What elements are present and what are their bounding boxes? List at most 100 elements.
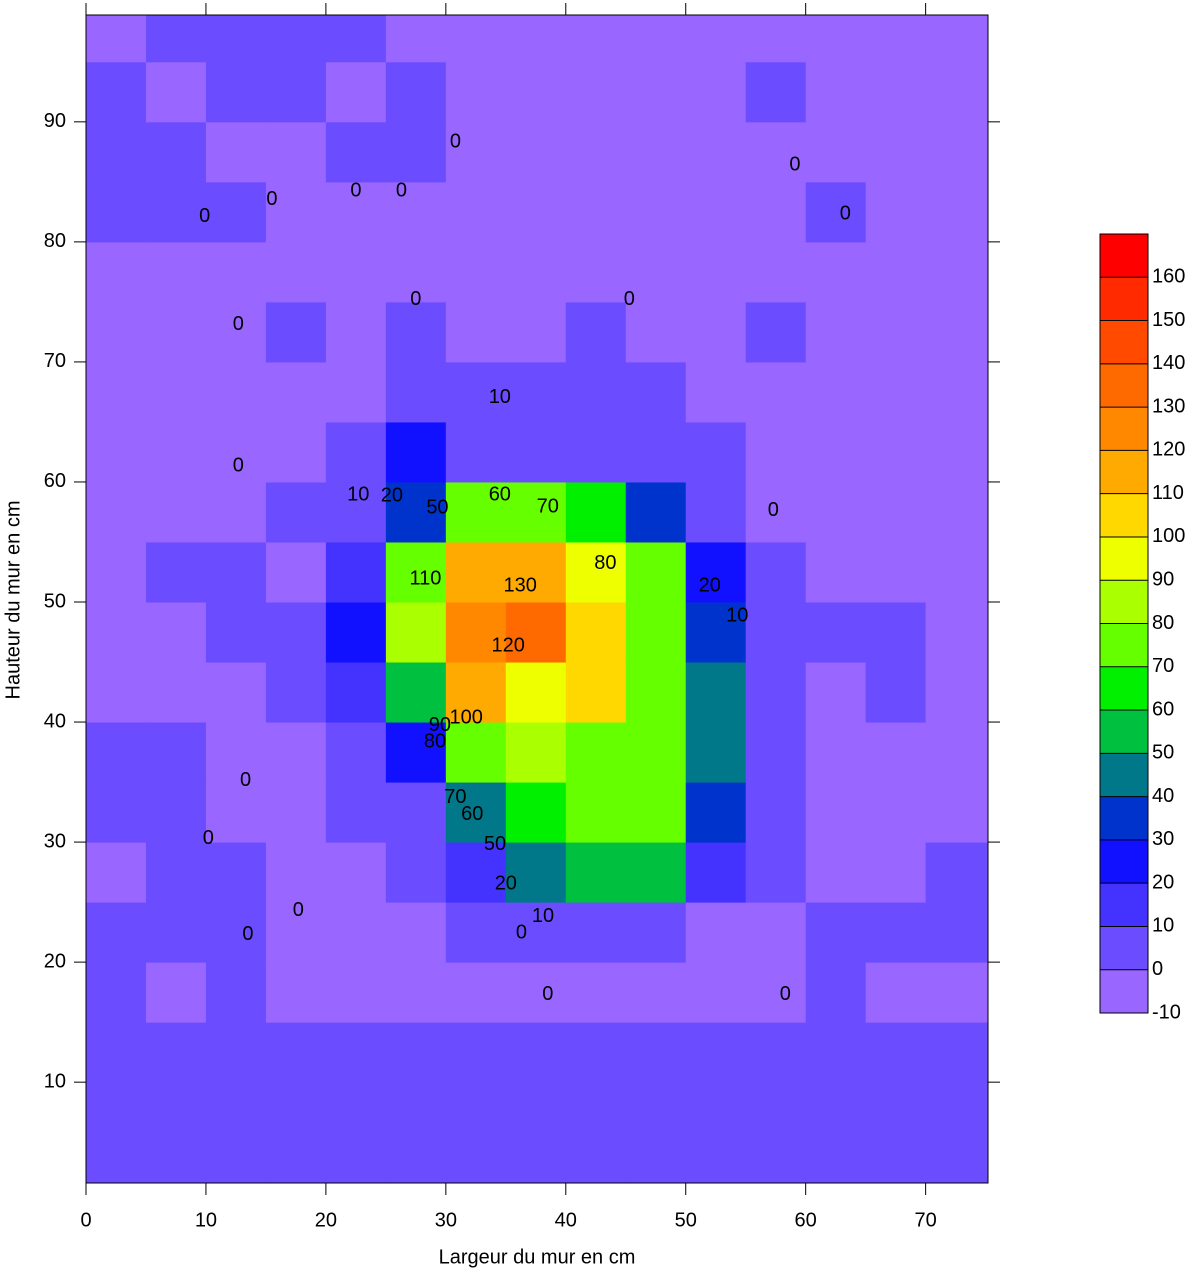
contour-cell [685,902,747,963]
contour-cell [625,1022,687,1083]
contour-cell [145,842,207,903]
colorbar-tick-label: 70 [1152,655,1174,677]
contour-cell [385,61,447,123]
colorbar-tick-label: 100 [1152,525,1185,547]
contour-cell [145,1142,207,1184]
colorbar-segment [1100,623,1148,667]
contour-label: 0 [396,180,407,202]
contour-cell [925,15,989,63]
contour-cell [625,602,687,663]
contour-cell [745,1022,807,1083]
contour-cell [745,1082,807,1143]
contour-label: 10 [347,483,369,505]
contour-cell [865,1142,927,1184]
contour-cell [745,602,807,663]
contour-cell [685,241,747,303]
contour-cell [865,361,927,423]
contour-cell [805,121,867,183]
contour-cell [625,842,687,903]
contour-cell [265,241,327,303]
contour-cell [385,902,447,963]
x-tick-label: 0 [80,1209,91,1231]
colorbar-segment [1100,407,1148,451]
contour-cell [205,15,267,63]
contour-cell [145,15,207,63]
contour-cell [745,361,807,423]
contour-cell [865,541,927,603]
colorbar-tick-label: 60 [1152,698,1174,720]
contour-cell [265,662,327,723]
contour-label: 0 [516,922,527,944]
contour-cell [145,421,207,483]
contour-cell [385,541,447,603]
contour-cell [205,481,267,543]
contour-cell [925,902,989,963]
contour-cell [205,121,267,183]
contour-cell [265,1142,327,1184]
contour-cell [445,842,507,903]
y-tick-label: 10 [44,1070,66,1092]
contour-cell [86,1142,147,1184]
x-tick-label: 10 [195,1209,217,1231]
colorbar-segment [1100,450,1148,494]
contour-cell [505,1082,567,1143]
contour-cell [925,361,989,423]
contour-cell [145,301,207,363]
colorbar-tick-label: 40 [1152,785,1174,807]
contour-label: 0 [293,899,304,921]
contour-cell [685,481,747,543]
contour-cell [325,361,387,423]
contour-cell [625,301,687,363]
contour-cell [145,181,207,243]
contour-label: 0 [240,769,251,791]
contour-cell [86,481,147,543]
contour-cell [805,541,867,603]
contour-label: 0 [410,288,421,310]
contour-label: 0 [450,131,461,153]
contour-label: 110 [410,567,442,589]
contour-cell [445,782,507,843]
colorbar-segment [1100,926,1148,970]
contour-cell [325,602,387,663]
contour-label: 0 [203,827,214,849]
contour-cell [925,301,989,363]
plot-area [86,15,989,1184]
contour-cell [505,481,567,543]
contour-cell [265,842,327,903]
contour-cell [925,121,989,183]
contour-cell [865,782,927,843]
contour-cell [145,541,207,603]
contour-label: 10 [726,605,748,627]
contour-label: 70 [444,786,466,808]
contour-cell [565,1082,627,1143]
contour-cell [265,181,327,243]
contour-cell [805,421,867,483]
contour-cell [925,181,989,243]
contour-cell [685,1082,747,1143]
contour-cell [445,361,507,423]
colorbar-segment [1100,277,1148,321]
contour-cell [865,301,927,363]
contour-cell [445,902,507,963]
contour-cell [625,1142,687,1184]
colorbar-tick-label: 10 [1152,915,1174,937]
contour-label: 80 [594,552,616,574]
contour-cell [805,902,867,963]
contour-cell [685,842,747,903]
colorbar-segment [1100,493,1148,537]
colorbar-tick-label: 160 [1152,266,1185,288]
colorbar-segment [1100,363,1148,408]
plot-frame [85,14,989,1184]
contour-cell [865,1082,927,1143]
contour-cell [865,241,927,303]
contour-label: 0 [242,923,253,945]
contour-cell [325,181,387,243]
contour-cell [205,1142,267,1184]
contour-cell [145,722,207,783]
contour-label: 0 [840,203,851,225]
contour-cell [865,662,927,723]
contour-cell [625,181,687,243]
contour-cell [745,662,807,723]
contour-cell [445,1022,507,1083]
x-tick-label: 30 [435,1209,457,1231]
